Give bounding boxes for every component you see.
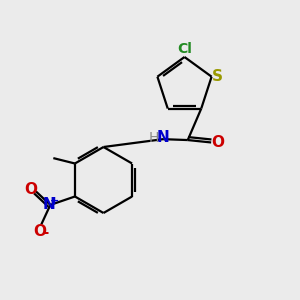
Text: O: O [211,135,224,150]
Text: O: O [33,224,46,238]
Text: Cl: Cl [177,42,192,56]
Text: H: H [148,131,159,145]
Text: +: + [50,196,59,206]
Text: O: O [24,182,37,196]
Text: S: S [212,69,223,84]
Text: N: N [43,197,56,212]
Text: N: N [157,130,169,146]
Text: -: - [42,225,48,240]
